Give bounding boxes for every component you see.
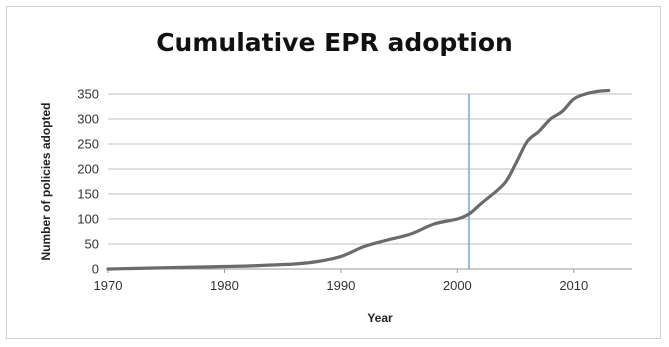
x-axis-label: Year — [367, 311, 393, 325]
y-tick-label: 350 — [77, 87, 99, 102]
y-tick-label: 200 — [77, 162, 99, 177]
chart-frame — [6, 6, 661, 339]
x-tick-label: 1970 — [94, 278, 123, 293]
y-tick-label: 50 — [85, 237, 99, 252]
y-tick-label: 150 — [77, 187, 99, 202]
chart-title: Cumulative EPR adoption — [156, 28, 513, 57]
y-tick-label: 0 — [92, 262, 99, 277]
x-tick-label: 1990 — [326, 278, 355, 293]
x-tick-label: 2010 — [559, 278, 588, 293]
y-tick-label: 100 — [77, 212, 99, 227]
y-tick-label: 250 — [77, 137, 99, 152]
x-tick-label: 2000 — [443, 278, 472, 293]
y-tick-label: 300 — [77, 112, 99, 127]
y-axis-label: Number of policies adopted — [39, 102, 53, 260]
series-line — [106, 88, 611, 271]
x-tick-label: 1980 — [210, 278, 239, 293]
